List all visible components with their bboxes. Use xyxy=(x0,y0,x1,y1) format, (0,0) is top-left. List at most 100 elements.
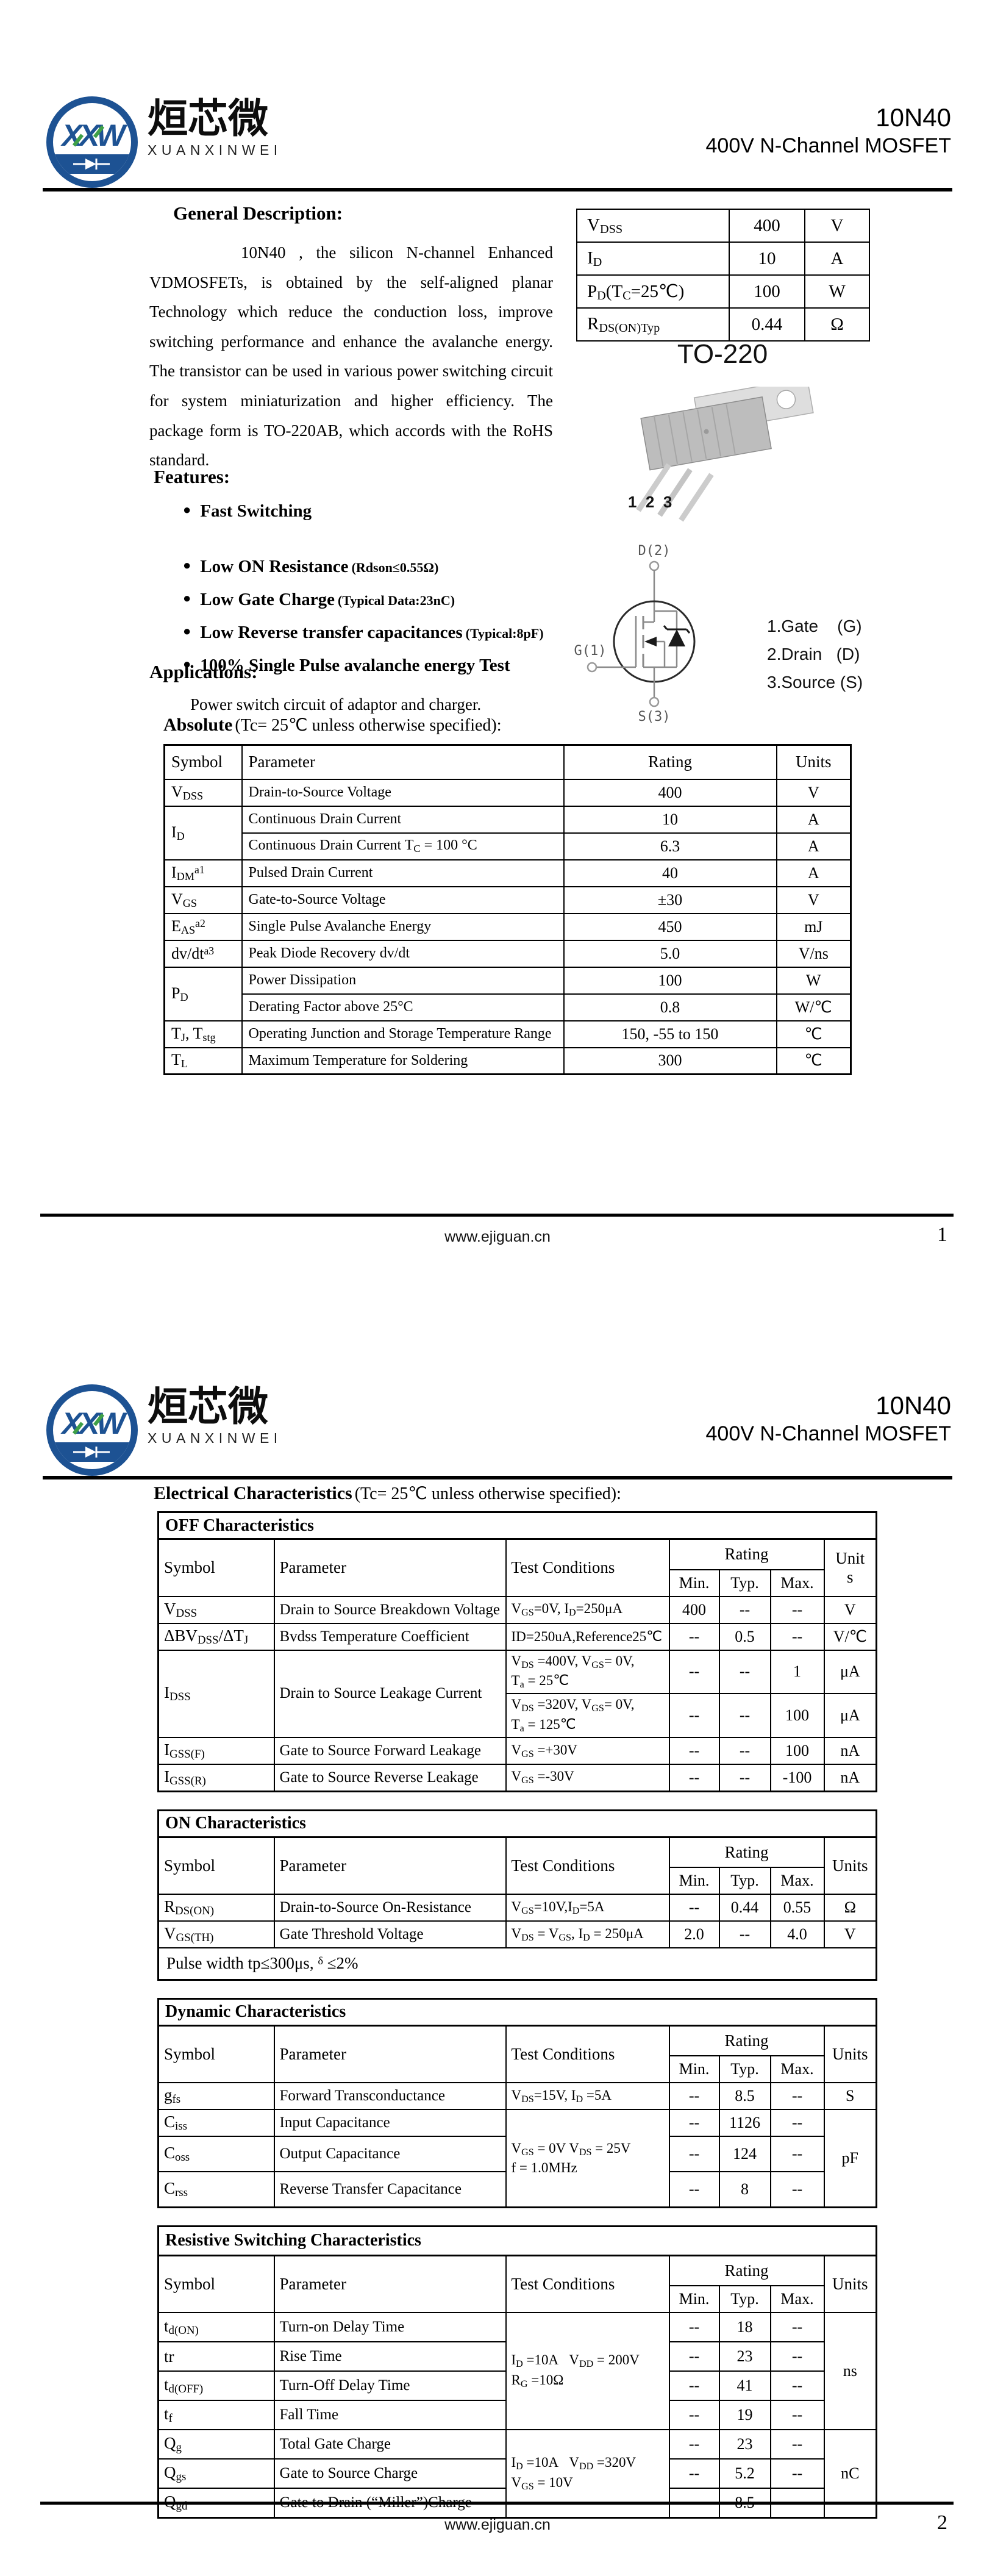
col-typ: Typ. xyxy=(718,1569,771,1597)
table-header-row: Symbol Parameter Test Conditions Rating … xyxy=(157,1836,877,1895)
footer-rule xyxy=(40,2502,954,2505)
table-row: td(OFF) Turn-Off Delay Time -- 41 -- xyxy=(157,2370,877,2402)
table-section-title-row: ON Characteristics xyxy=(157,1809,877,1838)
diode-icon xyxy=(53,154,131,174)
col-rating: Rating xyxy=(668,1836,825,1869)
bullet-icon: ● xyxy=(183,623,191,639)
mosfet-symbol: D(2) G(1) S(3) xyxy=(572,543,736,730)
table-row: ID Continuous Drain Current 10 A xyxy=(163,805,852,860)
applications-title: Applications: xyxy=(149,661,258,682)
package-pin-numbers: 1 2 3 xyxy=(628,493,672,511)
package-name: TO-220 xyxy=(677,339,768,369)
doc-subtitle: 400V N-Channel MOSFET xyxy=(705,1422,952,1446)
col-rating: Rating xyxy=(668,1538,825,1570)
cell-param: PD(TC=25℃) xyxy=(576,274,730,309)
col-units: Units xyxy=(823,1836,877,1895)
part-number: 10N40 xyxy=(876,103,951,132)
doc-title: 10N40 400V N-Channel MOSFET xyxy=(706,102,952,159)
page-number: 2 xyxy=(937,2511,947,2534)
table-row: Coss Output Capacitance -- 124 -- xyxy=(157,2136,877,2173)
feature-item: ● Low Gate Charge (Typical Data:23nC) xyxy=(183,590,455,609)
table-row: VGS(TH) Gate Threshold Voltage VDS = VGS… xyxy=(157,1920,877,1949)
bullet-icon: ● xyxy=(183,557,191,573)
cell-unit: Ω xyxy=(804,307,870,342)
switching-characteristics-table: Resistive Switching Characteristics Symb… xyxy=(157,2225,878,2519)
pin-list-item: 3.Source (S) xyxy=(767,673,863,692)
col-typ: Typ. xyxy=(718,2285,771,2314)
general-description-title: General Description: xyxy=(173,202,343,224)
brand-logo: XXW 烜芯微 XUANXINWEI xyxy=(46,96,282,188)
table-header-row: Symbol Parameter Test Conditions Rating … xyxy=(157,1538,877,1597)
table-subheader-row: Min. Typ. Max. xyxy=(159,1569,877,1597)
col-parameter: Parameter xyxy=(241,744,565,780)
on-characteristics-table: ON Characteristics Symbol Parameter Test… xyxy=(157,1809,878,1981)
cell-unit: A xyxy=(804,242,870,276)
col-symbol: Symbol xyxy=(163,744,243,780)
table-section-title-row: Dynamic Characteristics xyxy=(157,1998,877,2027)
table-row: Qg Total Gate Charge ID =10A VDD =320V VG… xyxy=(157,2429,877,2519)
col-symbol: Symbol xyxy=(157,1538,275,1597)
table-row: VDSS Drain-to-Source Voltage 400 V xyxy=(163,778,852,807)
table-row: RDS(ON)Typ 0.44 Ω xyxy=(576,307,870,342)
gate-label: G(1) xyxy=(574,643,607,659)
cell-unit: V xyxy=(804,209,870,243)
bullet-icon: ● xyxy=(183,656,191,671)
table-row: IDMa1 Pulsed Drain Current 40 A xyxy=(163,859,852,887)
table-row: VDSS Drain to Source Breakdown Voltage V… xyxy=(157,1595,877,1624)
col-max: Max. xyxy=(769,1569,825,1597)
cell-unit: W xyxy=(804,274,870,309)
bullet-icon: ● xyxy=(183,590,191,606)
col-symbol: Symbol xyxy=(157,2025,275,2084)
col-min: Min. xyxy=(668,2055,720,2084)
brand-monogram: XXW xyxy=(62,118,126,152)
page-number: 1 xyxy=(937,1223,947,1246)
quick-specs-table: VDSS 400 V ID 10 A PD(TC=25℃) 100 W RDS(… xyxy=(576,209,870,342)
absolute-ratings-table: Symbol Parameter Rating Units VDSS Drain… xyxy=(163,744,852,1075)
table-row: EASa2 Single Pulse Avalanche Energy 450 … xyxy=(163,912,852,941)
pin-list-item: 2.Drain (D) xyxy=(767,645,860,664)
table-footnote-row: Pulse width tp≤300μs, δ ≤2% xyxy=(157,1947,877,1981)
table-row: TJ, Tstg Operating Junction and Storage … xyxy=(163,1020,852,1048)
table-header-row: Symbol Parameter Test Conditions Rating … xyxy=(157,2025,877,2084)
pin-list-item: 1.Gate (G) xyxy=(767,617,862,635)
brand-name-en: XUANXINWEI xyxy=(148,1429,282,1446)
table-row: PD(TC=25℃) 100 W xyxy=(576,274,870,309)
table-row: IDSS Drain to Source Leakage Current VDS… xyxy=(157,1649,877,1739)
table-row: dv/dta3 Peak Diode Recovery dv/dt 5.0 V/… xyxy=(163,939,852,968)
footer-url: www.ejiguan.cn xyxy=(444,2516,551,2533)
col-parameter: Parameter xyxy=(273,1836,507,1895)
bullet-icon: ● xyxy=(183,502,191,517)
table-section-title-row: OFF Characteristics xyxy=(157,1511,877,1540)
table-header-row: Symbol Parameter Rating Units xyxy=(163,744,852,780)
col-rating: Rating xyxy=(563,744,777,780)
table-subheader-row: Min. Typ. Max. xyxy=(159,2285,877,2314)
dynamic-characteristics-table: Dynamic Characteristics Symbol Parameter… xyxy=(157,1997,878,2208)
brand-text: 烜芯微 XUANXINWEI xyxy=(148,1384,282,1447)
table-row: Qgs Gate to Source Charge -- 5.2 -- xyxy=(157,2458,877,2489)
doc-subtitle: 400V N-Channel MOSFET xyxy=(705,134,952,158)
brand-name-cn: 烜芯微 xyxy=(148,96,268,141)
cell-value: 0.44 xyxy=(729,307,805,342)
absolute-ratings-title: Absolute (Tc= 25℃ unless otherwise speci… xyxy=(163,715,502,735)
col-test-conditions: Test Conditions xyxy=(505,2025,670,2084)
table-row: tr Rise Time -- 23 -- xyxy=(157,2341,877,2372)
table-row: Derating Factor above 25°C 0.8 W/℃ xyxy=(165,993,852,1021)
col-min: Min. xyxy=(668,1867,720,1895)
features-title: Features: xyxy=(154,466,230,487)
diode-icon xyxy=(53,1442,131,1462)
table-row: gfs Forward Transconductance VDS=15V, ID… xyxy=(157,2082,877,2111)
pin-assignment-list: 1.Gate (G) 2.Drain (D) 3.Source (S) xyxy=(767,612,863,697)
col-max: Max. xyxy=(769,2055,825,2084)
col-min: Min. xyxy=(668,2285,720,2314)
table-row: Ciss Input Capacitance VGS = 0V VDS = 25… xyxy=(157,2109,877,2208)
datasheet-page-1: XXW 烜芯微 XUANXINWEI 10N40 400V N-Channel … xyxy=(40,96,954,1246)
table-row: IGSS(F) Gate to Source Forward Leakage V… xyxy=(157,1737,877,1766)
col-parameter: Parameter xyxy=(273,2255,507,2314)
table-header-row: Symbol Parameter Test Conditions Rating … xyxy=(157,2255,877,2314)
feature-item: ● Low Reverse transfer capacitances (Typic… xyxy=(183,623,544,642)
brand-name-cn: 烜芯微 xyxy=(148,1384,268,1429)
table-row: td(ON) Turn-on Delay Time ID =10A VDD = … xyxy=(157,2312,877,2431)
cell-param: RDS(ON)Typ xyxy=(576,307,730,342)
table-row: VDS =320V, VGS= 0V, Ta = 125℃ -- -- 100 μ… xyxy=(159,1693,877,1739)
